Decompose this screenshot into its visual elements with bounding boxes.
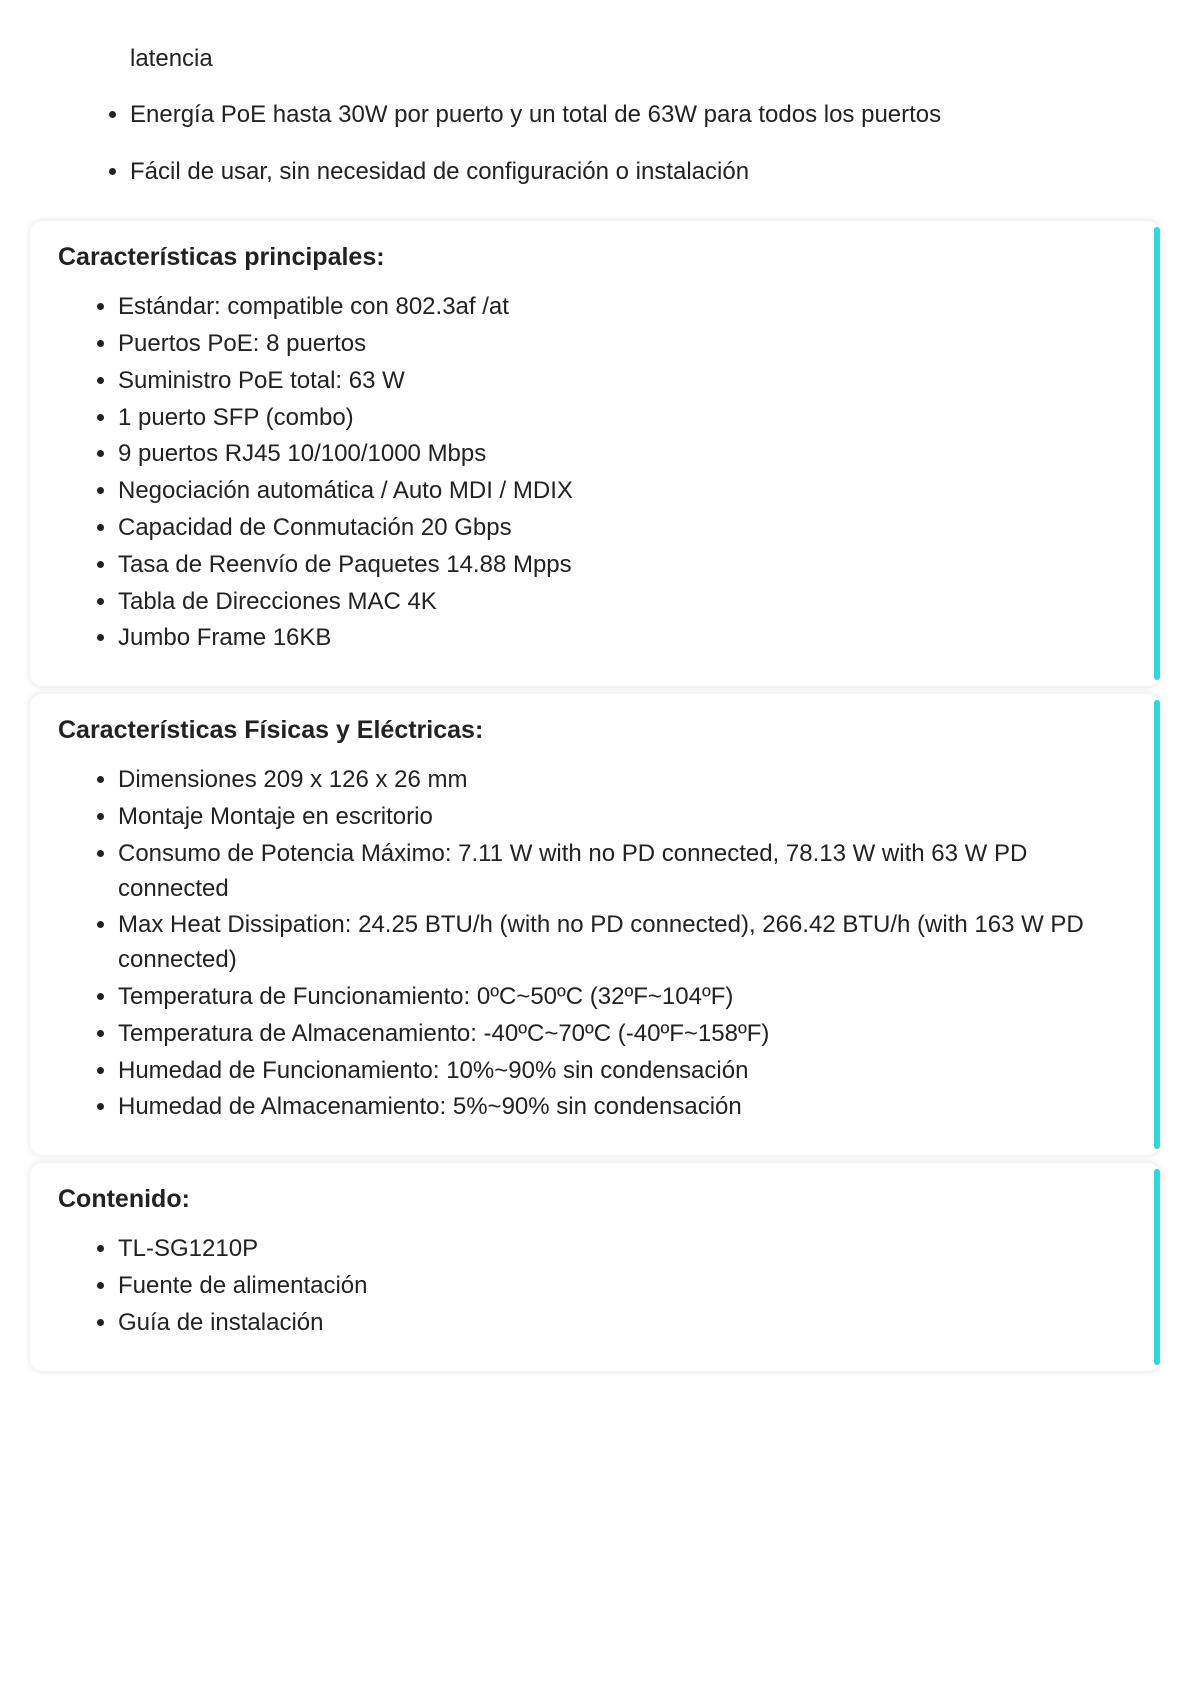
feature-list: Estándar: compatible con 802.3af /at Pue… bbox=[58, 290, 1132, 656]
section-title: Contenido: bbox=[58, 1185, 1132, 1214]
list-item: Montaje Montaje en escritorio bbox=[118, 800, 1132, 835]
list-item: Puertos PoE: 8 puertos bbox=[118, 327, 1132, 362]
feature-list: TL-SG1210P Fuente de alimentación Guía d… bbox=[58, 1232, 1132, 1340]
list-item: latencia bbox=[130, 40, 1160, 78]
list-item: 1 puerto SFP (combo) bbox=[118, 401, 1132, 436]
list-item: Estándar: compatible con 802.3af /at bbox=[118, 290, 1132, 325]
list-item: Tasa de Reenvío de Paquetes 14.88 Mpps bbox=[118, 548, 1132, 583]
list-item: Temperatura de Almacenamiento: -40ºC~70º… bbox=[118, 1017, 1132, 1052]
list-item: Tabla de Direcciones MAC 4K bbox=[118, 585, 1132, 620]
list-item: Temperatura de Funcionamiento: 0ºC~50ºC … bbox=[118, 980, 1132, 1015]
list-item: Suministro PoE total: 63 W bbox=[118, 364, 1132, 399]
list-item: Fuente de alimentación bbox=[118, 1269, 1132, 1304]
top-feature-list: latencia Energía PoE hasta 30W por puert… bbox=[30, 40, 1160, 191]
section-card-main-features: Características principales: Estándar: c… bbox=[30, 221, 1160, 686]
section-card-physical-electrical: Características Físicas y Eléctricas: Di… bbox=[30, 694, 1160, 1155]
accent-bar bbox=[1154, 700, 1160, 1149]
list-item: Dimensiones 209 x 126 x 26 mm bbox=[118, 763, 1132, 798]
feature-list: Dimensiones 209 x 126 x 26 mm Montaje Mo… bbox=[58, 763, 1132, 1125]
list-item: Humedad de Funcionamiento: 10%~90% sin c… bbox=[118, 1054, 1132, 1089]
list-item: Jumbo Frame 16KB bbox=[118, 621, 1132, 656]
list-item: TL-SG1210P bbox=[118, 1232, 1132, 1267]
list-item: Max Heat Dissipation: 24.25 BTU/h (with … bbox=[118, 908, 1132, 978]
list-item: Guía de instalación bbox=[118, 1306, 1132, 1341]
document-page: latencia Energía PoE hasta 30W por puert… bbox=[0, 0, 1190, 1679]
list-item: Humedad de Almacenamiento: 5%~90% sin co… bbox=[118, 1090, 1132, 1125]
section-title: Características principales: bbox=[58, 243, 1132, 272]
accent-bar bbox=[1154, 227, 1160, 680]
list-item: Energía PoE hasta 30W por puerto y un to… bbox=[130, 96, 1160, 134]
list-item: Fácil de usar, sin necesidad de configur… bbox=[130, 153, 1160, 191]
list-item: Negociación automática / Auto MDI / MDIX bbox=[118, 474, 1132, 509]
accent-bar bbox=[1154, 1169, 1160, 1364]
list-item: Consumo de Potencia Máximo: 7.11 W with … bbox=[118, 837, 1132, 907]
section-card-contents: Contenido: TL-SG1210P Fuente de alimenta… bbox=[30, 1163, 1160, 1370]
section-title: Características Físicas y Eléctricas: bbox=[58, 716, 1132, 745]
list-item: 9 puertos RJ45 10/100/1000 Mbps bbox=[118, 437, 1132, 472]
list-item: Capacidad de Conmutación 20 Gbps bbox=[118, 511, 1132, 546]
